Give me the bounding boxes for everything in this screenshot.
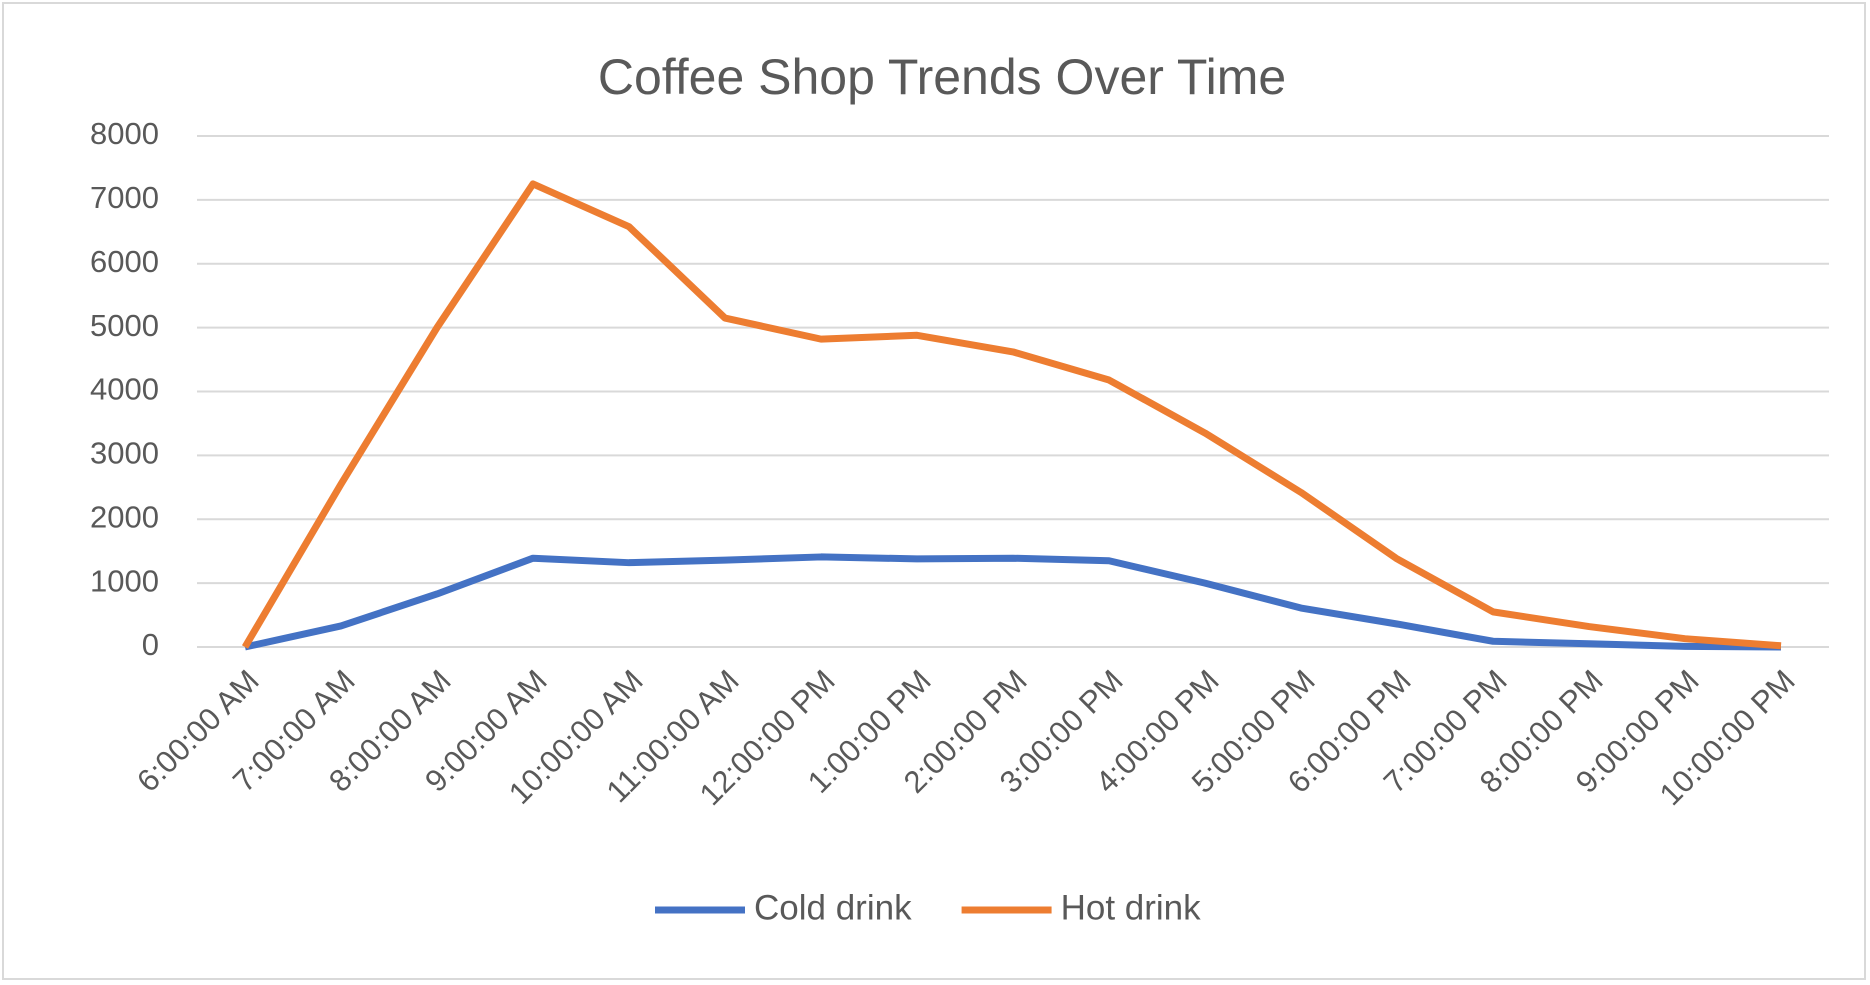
y-tick-label: 8000 (90, 116, 159, 151)
y-tick-label: 2000 (90, 499, 159, 534)
y-tick-label: 5000 (90, 308, 159, 343)
y-tick-label: 4000 (90, 372, 159, 407)
series-line (244, 553, 1782, 651)
y-tick-label: 6000 (90, 244, 159, 279)
chart-title: Coffee Shop Trends Over Time (598, 49, 1286, 105)
legend-label: Hot drink (1061, 888, 1202, 927)
y-tick-label: 0 (142, 627, 159, 662)
y-tick-label: 7000 (90, 180, 159, 215)
series-line (241, 180, 1782, 650)
y-tick-label: 1000 (90, 563, 159, 598)
y-tick-label: 3000 (90, 436, 159, 471)
legend-label: Cold drink (754, 888, 912, 927)
